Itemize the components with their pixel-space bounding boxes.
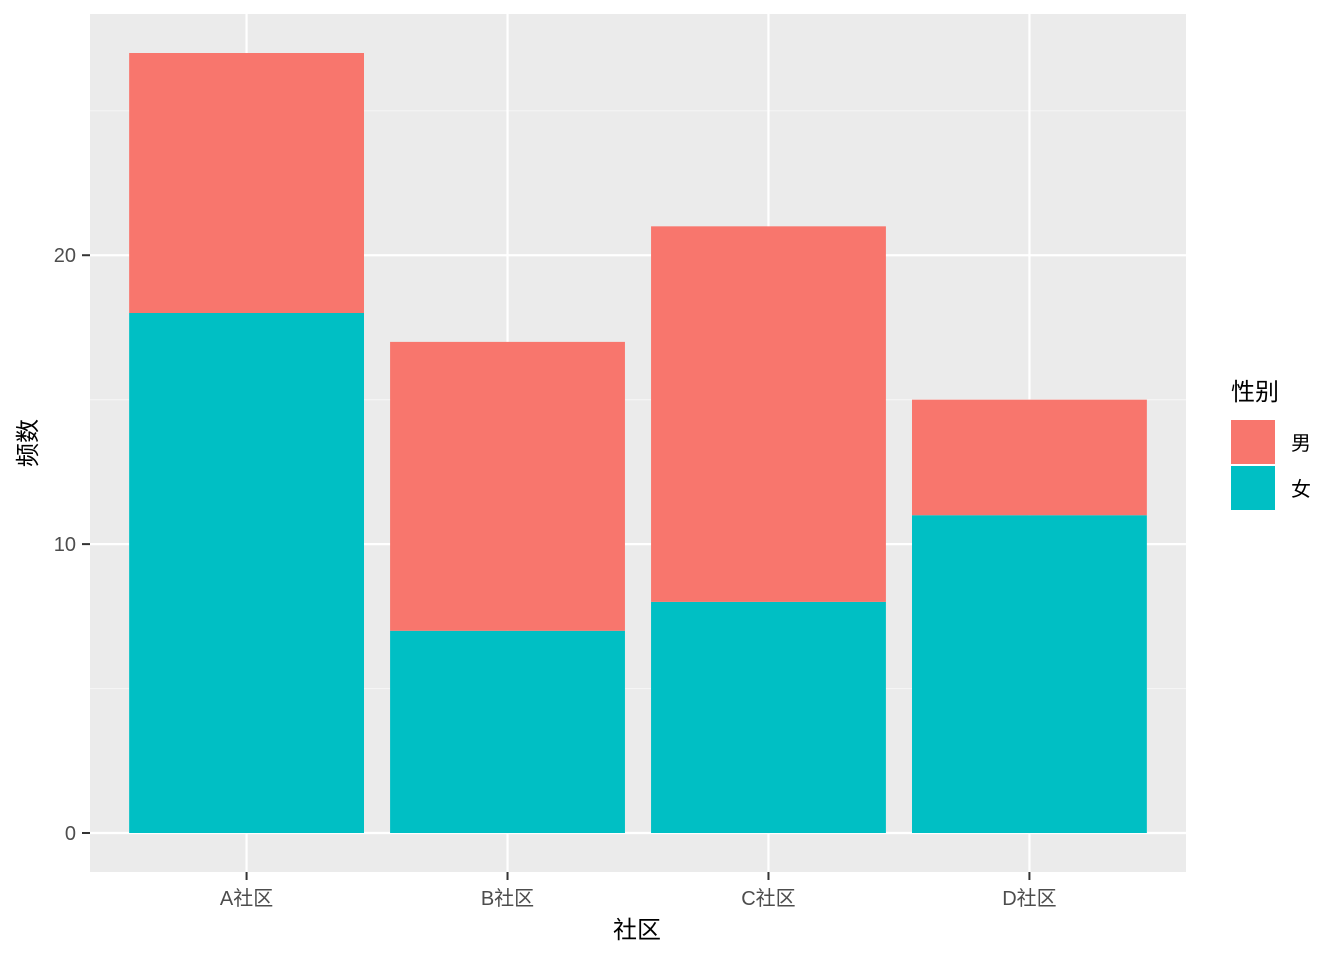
y-axis-title: 频数 [14,419,42,467]
x-axis-title: 社区 [613,916,661,944]
bar-segment [390,341,625,631]
x-tick-label: C社区 [741,887,795,910]
legend-label: 男 [1291,431,1311,455]
bars [129,53,1147,833]
y-axis: 0 10 20 [54,245,90,845]
x-axis: A社区 B社区 C社区 D社区 [220,872,1057,910]
bar-segment [651,226,886,602]
legend-key [1231,466,1275,510]
bar-segment [912,515,1147,833]
x-tick-label: A社区 [220,887,273,910]
x-tick-label: D社区 [1002,887,1056,910]
y-tick-label: 10 [54,534,76,556]
legend-key [1231,420,1275,464]
bar-segment [390,630,625,833]
y-tick-label: 0 [65,823,76,845]
bar-segment [912,399,1147,516]
y-tick-label: 20 [54,245,76,267]
legend: 性别 男女 [1231,378,1311,510]
legend-label: 女 [1291,477,1311,501]
bar-segment [129,313,364,833]
x-tick-label: B社区 [481,887,534,910]
bar-segment [651,601,886,833]
bar-segment [129,53,364,313]
legend-title: 性别 [1231,378,1279,406]
